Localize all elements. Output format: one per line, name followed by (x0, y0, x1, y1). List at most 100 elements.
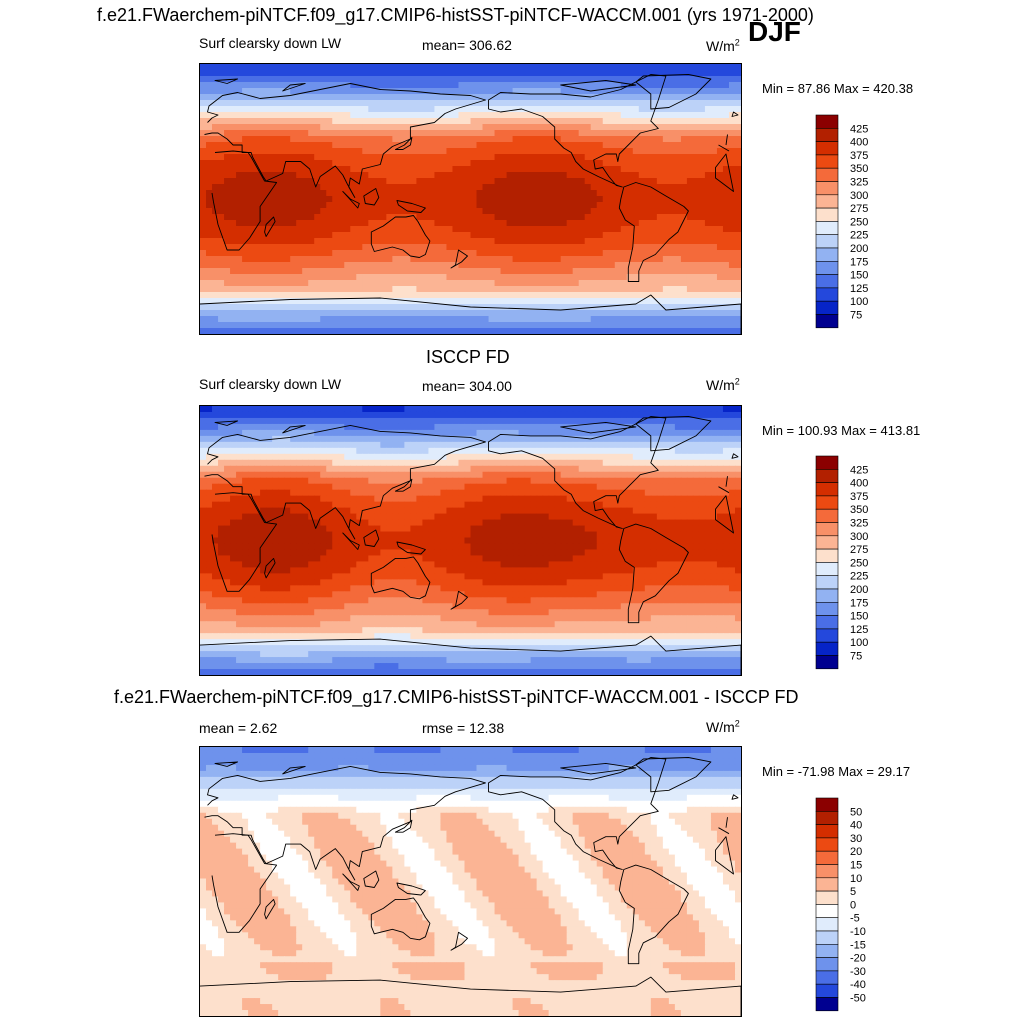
panel-2-variable-label: Surf clearsky down LW (199, 376, 342, 392)
colorbar-swatch (815, 588, 839, 603)
colorbar-swatch (815, 287, 839, 302)
colorbar-tick-label: -30 (850, 966, 866, 978)
panel-2-map (199, 405, 742, 676)
colorbar-swatch (815, 234, 839, 249)
colorbar-swatch (815, 655, 839, 670)
colorbar-swatch (815, 970, 839, 985)
colorbar-tick-label: 15 (850, 860, 862, 872)
colorbar-tick-label: 400 (850, 478, 868, 490)
colorbar-swatch (815, 944, 839, 958)
colorbar-swatch (815, 128, 839, 142)
colorbar-tick-label: 125 (850, 283, 868, 295)
colorbar-tick-label: -40 (850, 979, 866, 991)
colorbar-swatch (815, 535, 839, 550)
colorbar-tick-label: 75 (850, 310, 862, 322)
colorbar-swatch (815, 877, 839, 892)
colorbar-swatch (815, 811, 839, 825)
colorbar-tick-label: -15 (850, 939, 866, 951)
colorbar-tick-label: 75 (850, 651, 862, 663)
colorbar-tick-label: -10 (850, 926, 866, 938)
colorbar-swatch (815, 141, 839, 156)
panel-1-map (199, 63, 742, 335)
colorbar-swatch (815, 221, 839, 236)
panel-3-rmse-label: rmse = 12.38 (422, 720, 505, 736)
colorbar-tick-label: -5 (850, 913, 860, 925)
colorbar-swatch (815, 114, 839, 129)
colorbar-tick-label: 50 (850, 806, 862, 818)
panel-2-mean-label: mean= 304.00 (422, 378, 512, 394)
colorbar-tick-label: 125 (850, 624, 868, 636)
colorbar-swatch (815, 562, 839, 577)
panel-1-variable-label: Surf clearsky down LW (199, 35, 342, 51)
colorbar-swatch (815, 300, 839, 315)
colorbar-swatch (815, 261, 839, 275)
colorbar-swatch (815, 194, 839, 209)
colorbar-tick-label: 300 (850, 531, 868, 543)
colorbar-swatch (815, 207, 839, 222)
colorbar-swatch (815, 890, 839, 905)
colorbar-tick-label: 150 (850, 270, 868, 282)
colorbar-swatch (815, 247, 839, 262)
colorbar-tick-label: 250 (850, 216, 868, 228)
colorbar-tick-label: 275 (850, 203, 868, 215)
colorbar-tick-label: 200 (850, 584, 868, 596)
colorbar-tick-label: 175 (850, 597, 868, 609)
panel-3-units: W/m2 (706, 718, 740, 735)
colorbar-swatch (815, 628, 839, 643)
colorbar-tick-label: 200 (850, 243, 868, 255)
colorbar-swatch (815, 904, 839, 919)
colorbar-tick-label: 150 (850, 611, 868, 623)
colorbar-tick-label: 20 (850, 846, 862, 858)
colorbar-swatch (815, 917, 839, 932)
colorbar-swatch (815, 824, 839, 839)
colorbar-swatch (815, 575, 839, 590)
colorbar-tick-label: 100 (850, 296, 868, 308)
colorbar-tick-label: -50 (850, 993, 866, 1005)
colorbar-swatch (815, 181, 839, 196)
colorbar-swatch (815, 495, 839, 510)
colorbar-swatch (815, 602, 839, 616)
colorbar-swatch (815, 469, 839, 483)
colorbar-swatch (815, 615, 839, 630)
panel-1-title: f.e21.FWaerchem-piNTCF.f09_g17.CMIP6-his… (97, 5, 814, 25)
colorbar-tick-label: 0 (850, 899, 856, 911)
colorbar-tick-label: 425 (850, 464, 868, 476)
colorbar-swatch (815, 522, 839, 537)
colorbar-swatch (815, 797, 839, 812)
colorbar-tick-label: 250 (850, 557, 868, 569)
panel-1-colorbar: 425 400 375 350 325 300 275 250 225 200 175 150 125 1… (815, 114, 876, 329)
season-label: DJF (748, 16, 801, 47)
panel-1-minmax: Min = 87.86 Max = 420.38 (762, 81, 914, 96)
panel-2-units: W/m2 (706, 376, 740, 393)
panel-2-colorbar: 425 400 375 350 325 300 275 250 225 200 175 150 125 1… (815, 455, 876, 670)
panel-2-minmax: Min = 100.93 Max = 413.81 (762, 423, 921, 438)
colorbar-swatch (815, 154, 839, 169)
colorbar-tick-label: -20 (850, 953, 866, 965)
colorbar-swatch (815, 837, 839, 852)
colorbar-swatch (815, 957, 839, 972)
colorbar-tick-label: 225 (850, 571, 868, 583)
colorbar-tick-label: 325 (850, 518, 868, 530)
colorbar-tick-label: 10 (850, 873, 862, 885)
panel-3-map (199, 746, 742, 1017)
panel-1-mean-label: mean= 306.62 (422, 37, 512, 53)
panel-3-colorbar: 50 40 30 20 15 10 5 0 -5 -10 -15 -20 -30 -40 -50 (815, 797, 876, 1012)
colorbar-tick-label: 350 (850, 163, 868, 175)
colorbar-swatch (815, 548, 839, 563)
colorbar-tick-label: 40 (850, 820, 862, 832)
colorbar-tick-label: 275 (850, 544, 868, 556)
colorbar-tick-label: 375 (850, 150, 868, 162)
colorbar-tick-label: 375 (850, 491, 868, 503)
colorbar-swatch (815, 997, 839, 1012)
panel-2-title: ISCCP FD (426, 347, 510, 367)
panel-3-mean-label: mean = 2.62 (199, 720, 278, 736)
colorbar-swatch (815, 508, 839, 523)
colorbar-tick-label: 175 (850, 256, 868, 268)
colorbar-tick-label: 100 (850, 637, 868, 649)
colorbar-swatch (815, 167, 839, 182)
colorbar-tick-label: 300 (850, 190, 868, 202)
colorbar-swatch (815, 314, 839, 329)
colorbar-swatch (815, 482, 839, 497)
colorbar-tick-label: 5 (850, 886, 856, 898)
colorbar-swatch (815, 850, 839, 865)
